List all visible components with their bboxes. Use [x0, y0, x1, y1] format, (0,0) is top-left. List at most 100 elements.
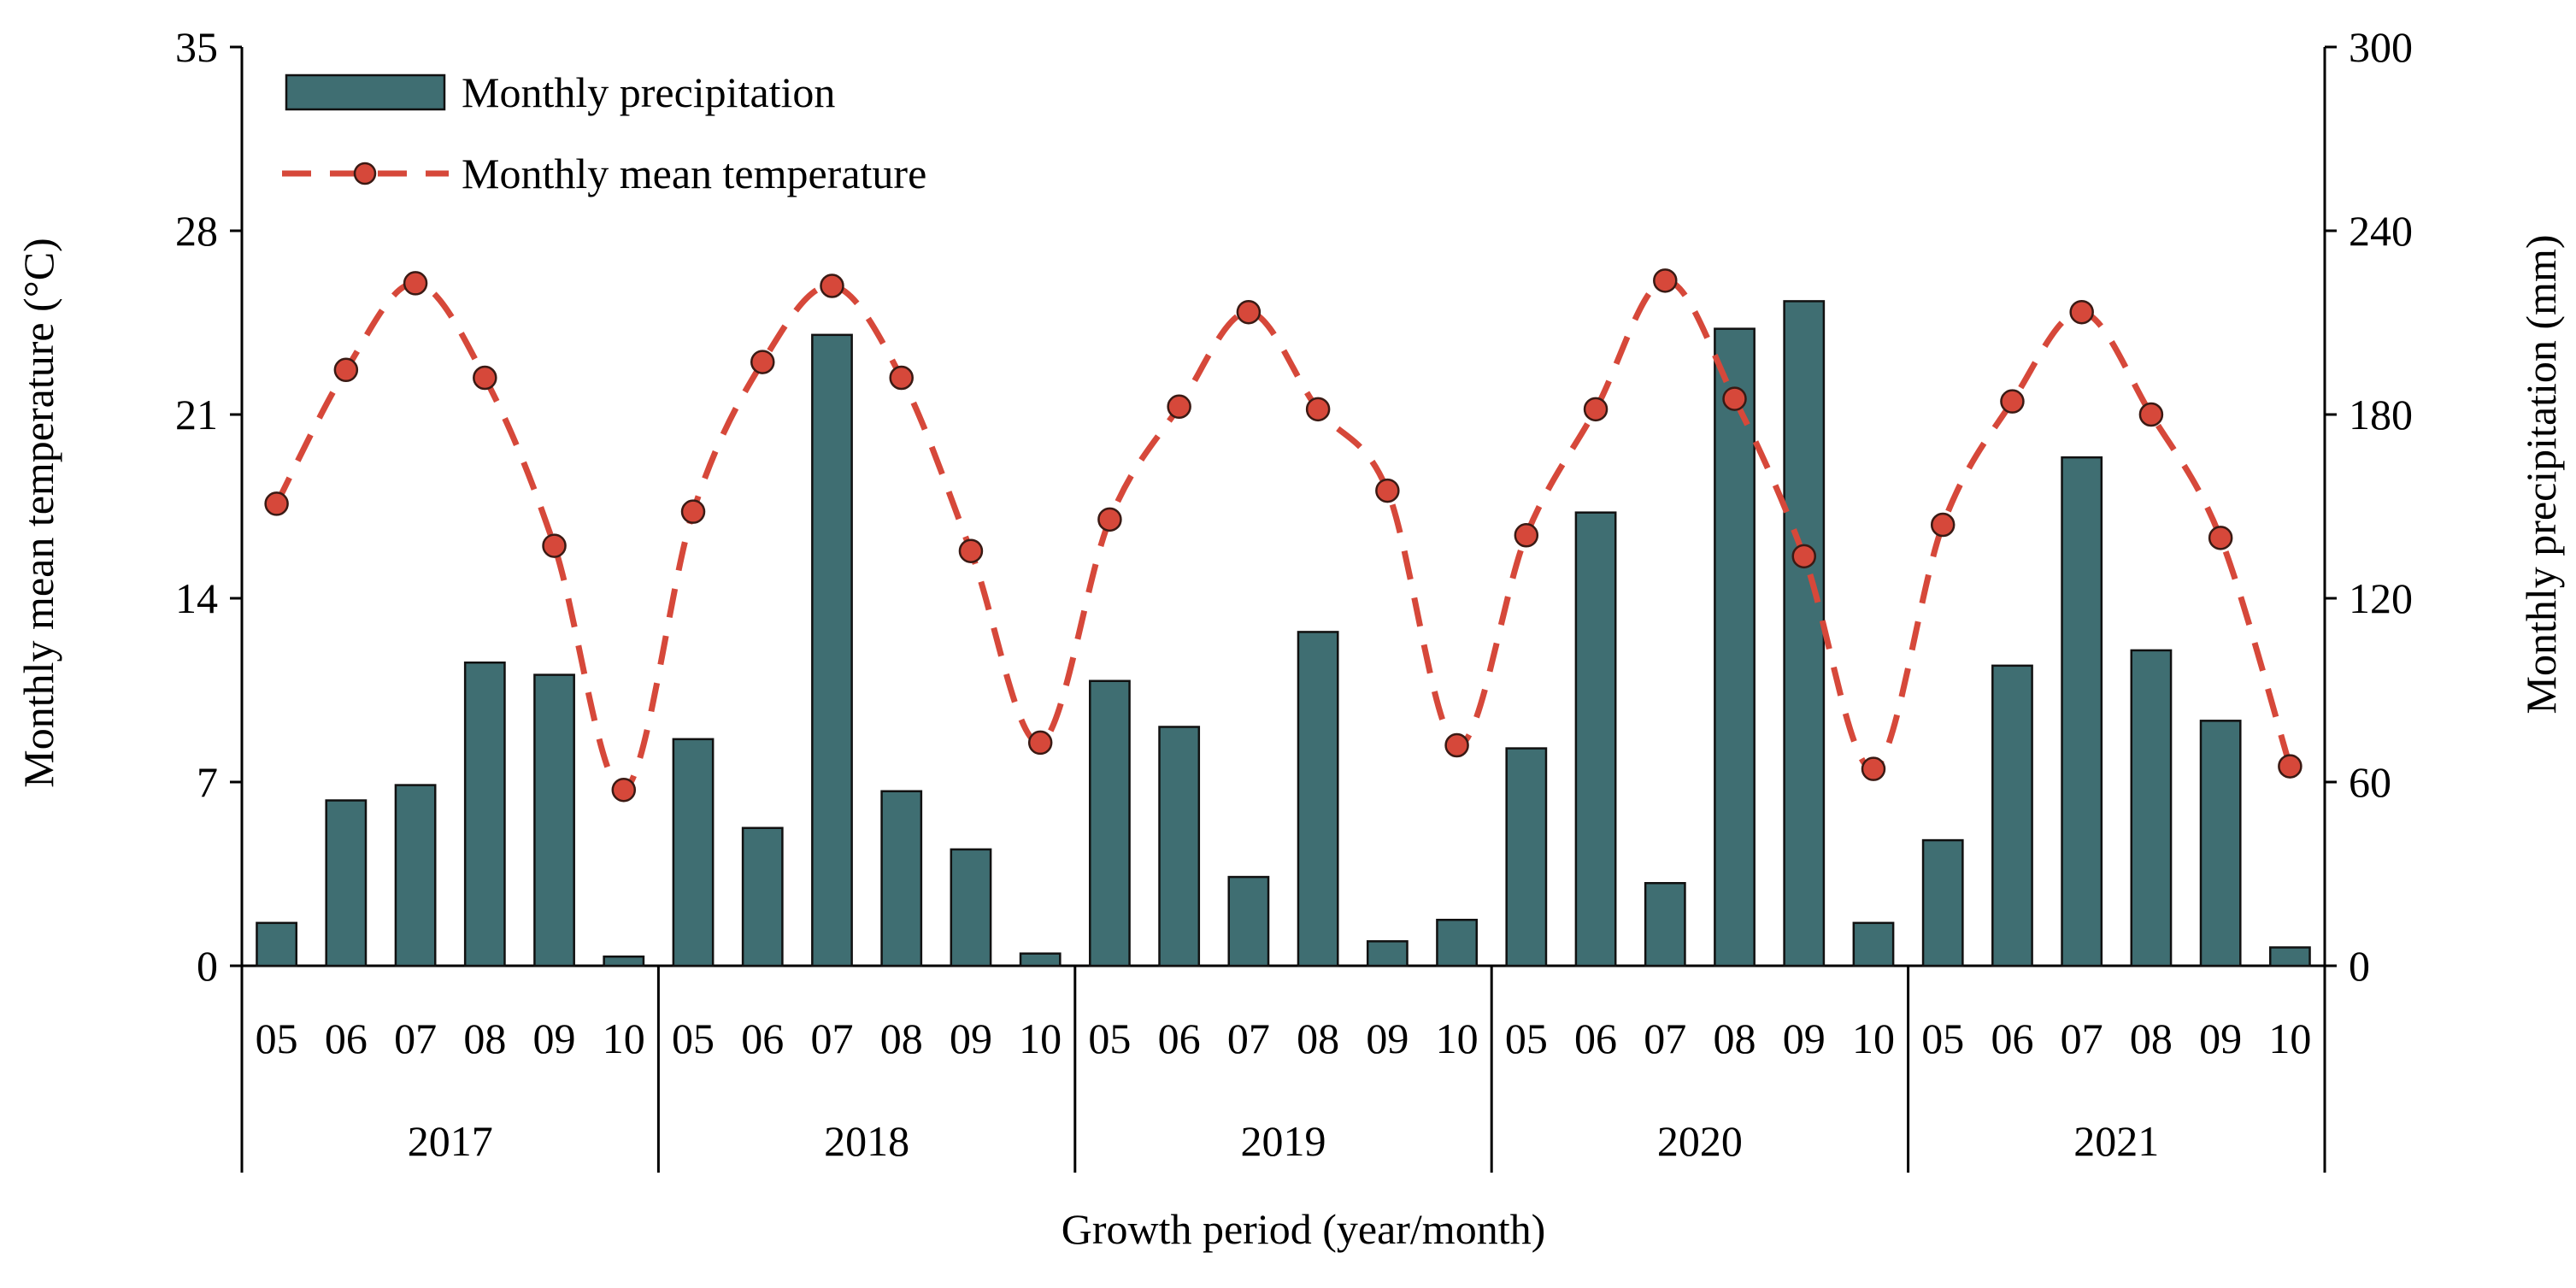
temperature-point	[958, 538, 984, 563]
precipitation-bar	[1366, 940, 1409, 967]
temperature-point	[2138, 402, 2164, 427]
left-tick-label: 14	[175, 574, 218, 622]
temperature-point	[2278, 754, 2303, 779]
month-tick-label: 07	[1644, 1015, 1686, 1062]
temperature-point	[1514, 523, 1539, 548]
temperature-point	[1305, 397, 1331, 422]
temperature-point	[1653, 268, 1678, 293]
precipitation-bar	[325, 799, 368, 967]
temperature-point	[680, 499, 706, 524]
month-tick-label: 05	[1505, 1015, 1548, 1062]
month-tick-label: 09	[533, 1015, 576, 1062]
precipitation-bar	[1783, 300, 1826, 967]
month-tick-label: 10	[1019, 1015, 1062, 1062]
temperature-point	[2208, 526, 2233, 550]
year-tick-label: 2021	[2073, 1117, 2159, 1165]
month-tick-label: 06	[1158, 1015, 1201, 1062]
temperature-point	[1930, 512, 1956, 538]
precipitation-bar	[880, 790, 923, 967]
precipitation-bar	[1714, 327, 1756, 967]
temperature-point	[820, 273, 844, 298]
month-tick-label: 08	[463, 1015, 506, 1062]
temperature-point	[1027, 730, 1053, 756]
precipitation-bar	[741, 826, 784, 967]
temperature-point	[473, 365, 497, 391]
year-tick-label: 2018	[824, 1117, 909, 1165]
precipitation-bar	[394, 784, 437, 967]
right-tick-label: 60	[2349, 758, 2391, 806]
precipitation-bar	[2130, 649, 2173, 967]
month-tick-label: 06	[741, 1015, 784, 1062]
left-tick-label: 7	[197, 758, 218, 806]
temperature-point	[1375, 478, 1400, 503]
month-tick-label: 10	[603, 1015, 645, 1062]
temperature-point	[1167, 394, 1191, 420]
month-tick-label: 07	[2061, 1015, 2103, 1062]
temperature-point	[1861, 756, 1886, 781]
left-axis-title: Monthly mean temperature (°C)	[15, 238, 62, 787]
month-tick-label: 09	[2199, 1015, 2242, 1062]
precipitation-bar	[1921, 838, 1964, 967]
x-axis-title: Growth period (year/month)	[1062, 1205, 1546, 1253]
precipitation-bars	[256, 300, 2311, 967]
month-tick-label: 06	[325, 1015, 368, 1062]
precipitation-bar	[2268, 946, 2311, 967]
precipitation-bar	[1227, 875, 1270, 967]
temperature-point	[542, 533, 567, 558]
right-tick-label: 240	[2349, 207, 2413, 255]
precipitation-bar	[1852, 921, 1895, 967]
temperature-point	[889, 365, 914, 391]
precipitation-bar	[811, 333, 853, 967]
precipitation-bar	[1019, 952, 1062, 967]
legend-temperature-label: Monthly mean temperature	[462, 150, 926, 197]
year-tick-label: 2020	[1657, 1117, 1743, 1165]
month-tick-label: 07	[394, 1015, 437, 1062]
month-tick-label: 08	[1714, 1015, 1756, 1062]
precipitation-bar	[950, 848, 992, 967]
temperature-point	[750, 350, 775, 374]
right-tick-label: 0	[2349, 942, 2370, 990]
precipitation-bar	[1574, 511, 1617, 967]
temperature-point	[264, 491, 289, 516]
temperature-point	[1791, 544, 1816, 569]
temperature-series	[264, 268, 2303, 803]
month-tick-label: 05	[1921, 1015, 1964, 1062]
precipitation-bar	[256, 921, 298, 967]
legend-precipitation-label: Monthly precipitation	[462, 68, 835, 116]
temperature-point	[611, 777, 637, 803]
temperature-point	[1444, 732, 1469, 758]
temperature-point	[1583, 397, 1609, 422]
precipitation-bar	[672, 738, 715, 967]
temperature-point	[1722, 386, 1747, 411]
temperature-line	[273, 277, 2293, 793]
legend-temperature-marker	[353, 162, 377, 185]
precipitation-bar	[1158, 726, 1201, 967]
temperature-point	[1236, 299, 1262, 325]
month-tick-label: 06	[1574, 1015, 1617, 1062]
month-tick-label: 05	[672, 1015, 715, 1062]
month-tick-label: 08	[880, 1015, 923, 1062]
precipitation-bar	[1644, 882, 1686, 967]
month-tick-label: 10	[2268, 1015, 2311, 1062]
precipitation-bar	[603, 956, 645, 967]
legend-precipitation-swatch	[285, 74, 446, 111]
precipitation-bar	[2199, 720, 2242, 967]
temperature-point	[1097, 507, 1122, 532]
year-tick-label: 2019	[1241, 1117, 1326, 1165]
month-tick-label: 07	[810, 1015, 853, 1062]
precipitation-bar	[1436, 919, 1478, 967]
month-tick-label: 08	[2130, 1015, 2173, 1062]
precipitation-bar	[1505, 747, 1548, 967]
left-tick-label: 35	[175, 23, 218, 71]
precipitation-bar	[533, 673, 575, 967]
right-tick-label: 180	[2349, 391, 2413, 438]
month-tick-label: 09	[950, 1015, 992, 1062]
month-tick-label: 09	[1366, 1015, 1409, 1062]
precipitation-bar	[1297, 631, 1339, 967]
month-tick-label: 10	[1852, 1015, 1895, 1062]
month-tick-label: 06	[1991, 1015, 2033, 1062]
precipitation-bar	[1991, 664, 2033, 967]
right-axis-title: Monthly precipitation (mm)	[2517, 234, 2565, 714]
